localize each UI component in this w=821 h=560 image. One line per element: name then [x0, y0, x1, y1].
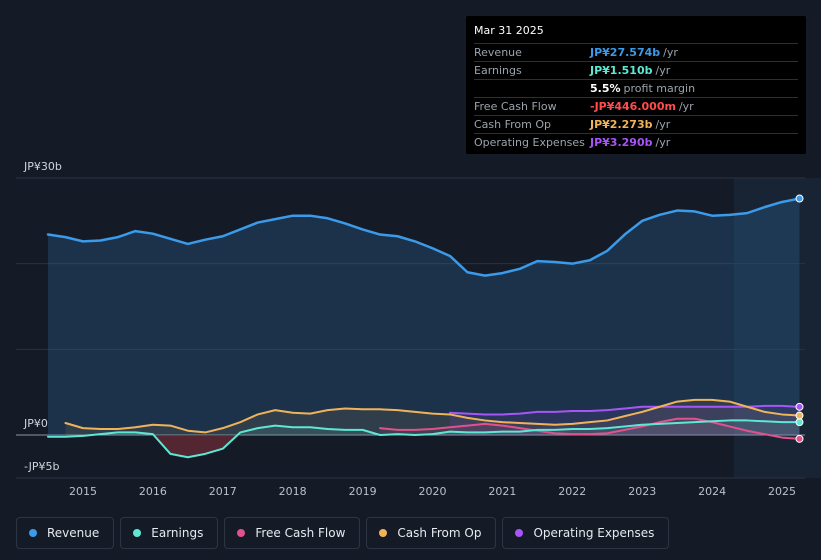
legend-item-free-cash-flow[interactable]: Free Cash Flow	[224, 517, 361, 549]
tooltip-row-suffix: /yr	[655, 118, 671, 131]
legend-item-cash-from-op[interactable]: Cash From Op	[366, 517, 497, 549]
tooltip-rows: Revenue JP¥27.574b/yr Earnings JP¥1.510b/yr…	[474, 43, 798, 151]
tooltip-row-suffix: /yr	[655, 64, 671, 77]
tooltip-row-value: JP¥1.510b	[590, 64, 653, 77]
grid-lines	[16, 177, 805, 479]
x-axis-labels: 2015 2016 2017 2018 2019 2020 2021 2022 2023 2024…	[69, 485, 796, 498]
end-dot-revenue	[795, 194, 804, 203]
line-revenue	[46, 197, 801, 277]
legend-dot-icon	[29, 529, 37, 537]
legend-item-earnings[interactable]: Earnings	[120, 517, 219, 549]
area-earnings-negative	[48, 435, 800, 458]
line-operating-expenses	[448, 404, 801, 416]
x-tick-label: 2023	[628, 485, 656, 498]
legend-item-label: Revenue	[47, 526, 100, 540]
tooltip-row-suffix: /yr	[678, 100, 694, 113]
area-free-cash-flow	[380, 418, 800, 439]
y-tick-label: JP¥0	[23, 417, 48, 430]
legend-item-label: Earnings	[151, 526, 204, 540]
tooltip-row-suffix: profit margin	[623, 82, 696, 95]
legend-item-operating-expenses[interactable]: Operating Expenses	[502, 517, 670, 549]
area-earnings	[48, 420, 800, 458]
tooltip-row-value: -JP¥446.000m	[590, 100, 676, 113]
x-tick-label: 2016	[139, 485, 167, 498]
tooltip-row-earnings: Earnings JP¥1.510b/yr	[474, 61, 798, 79]
end-dot-earnings	[795, 418, 804, 427]
tooltip-row-value: JP¥2.273b	[590, 118, 653, 131]
x-tick-label: 2025	[768, 485, 796, 498]
end-dot-cash-from-op	[795, 411, 804, 420]
y-axis-labels: JP¥30b JP¥0 -JP¥5b	[23, 160, 62, 473]
x-tick-label: 2015	[69, 485, 97, 498]
tooltip-row-value: 5.5%	[590, 82, 621, 95]
legend-dot-icon	[379, 529, 388, 537]
legend-item-label: Operating Expenses	[533, 526, 655, 540]
tooltip-row-label: Earnings	[474, 64, 522, 77]
legend-item-label: Cash From Op	[397, 526, 482, 540]
legend-dot-icon	[515, 529, 524, 537]
tooltip-date: Mar 31 2025	[474, 24, 544, 37]
tooltip-row-value: JP¥27.574b	[590, 46, 661, 59]
end-dot-operating-expenses	[795, 402, 804, 411]
series-lines	[46, 197, 801, 459]
tooltip-row-cash-from-op: Cash From Op JP¥2.273b/yr	[474, 115, 798, 133]
x-tick-label: 2018	[279, 485, 307, 498]
tooltip-row-label: Cash From Op	[474, 118, 552, 131]
x-tick-label: 2019	[349, 485, 377, 498]
area-revenue	[48, 198, 800, 435]
x-tick-label: 2024	[698, 485, 726, 498]
legend-dot-icon	[237, 529, 246, 537]
x-tick-label: 2017	[209, 485, 237, 498]
line-earnings	[47, 419, 801, 459]
tooltip-row-suffix: /yr	[663, 46, 678, 59]
series-areas	[48, 198, 800, 458]
x-tick-label: 2021	[488, 485, 516, 498]
x-tick-label: 2022	[558, 485, 586, 498]
y-tick-label: -JP¥5b	[24, 460, 59, 473]
tooltip-row-profit-margin: 5.5% profit margin	[474, 79, 798, 97]
tooltip-row-operating-expenses: Operating Expenses JP¥3.290b/yr	[474, 133, 798, 151]
data-tooltip: Mar 31 2025 Revenue JP¥27.574b/yr Earnings…	[466, 16, 806, 154]
area-operating-expenses	[449, 405, 800, 435]
tooltip-row-suffix: /yr	[655, 136, 671, 149]
forecast-shade	[734, 178, 821, 478]
tooltip-row-value: JP¥3.290b	[590, 136, 653, 149]
legend-dot-icon	[133, 529, 142, 537]
legend: Revenue Earnings Free Cash Flow Cash From O…	[16, 517, 670, 549]
area-cash-from-op	[65, 399, 800, 435]
line-free-cash-flow	[379, 417, 801, 440]
line-cash-from-op	[64, 398, 801, 434]
tooltip-row-revenue: Revenue JP¥27.574b/yr	[474, 43, 798, 61]
tooltip-row-label: Revenue	[474, 46, 522, 59]
x-tick-label: 2020	[418, 485, 446, 498]
legend-item-label: Free Cash Flow	[255, 526, 346, 540]
chart-area: JP¥30b JP¥0 -JP¥5b 2015 2016 2017 2018 2019 202…	[16, 160, 821, 498]
tooltip-row-label: Operating Expenses	[474, 136, 585, 149]
y-tick-label: JP¥30b	[23, 160, 62, 173]
series-end-dots	[795, 194, 804, 443]
legend-item-revenue[interactable]: Revenue	[16, 517, 115, 549]
end-dot-free-cash-flow	[795, 434, 804, 443]
tooltip-row-label: Free Cash Flow	[474, 100, 557, 113]
tooltip-row-free-cash-flow: Free Cash Flow -JP¥446.000m/yr	[474, 97, 798, 115]
